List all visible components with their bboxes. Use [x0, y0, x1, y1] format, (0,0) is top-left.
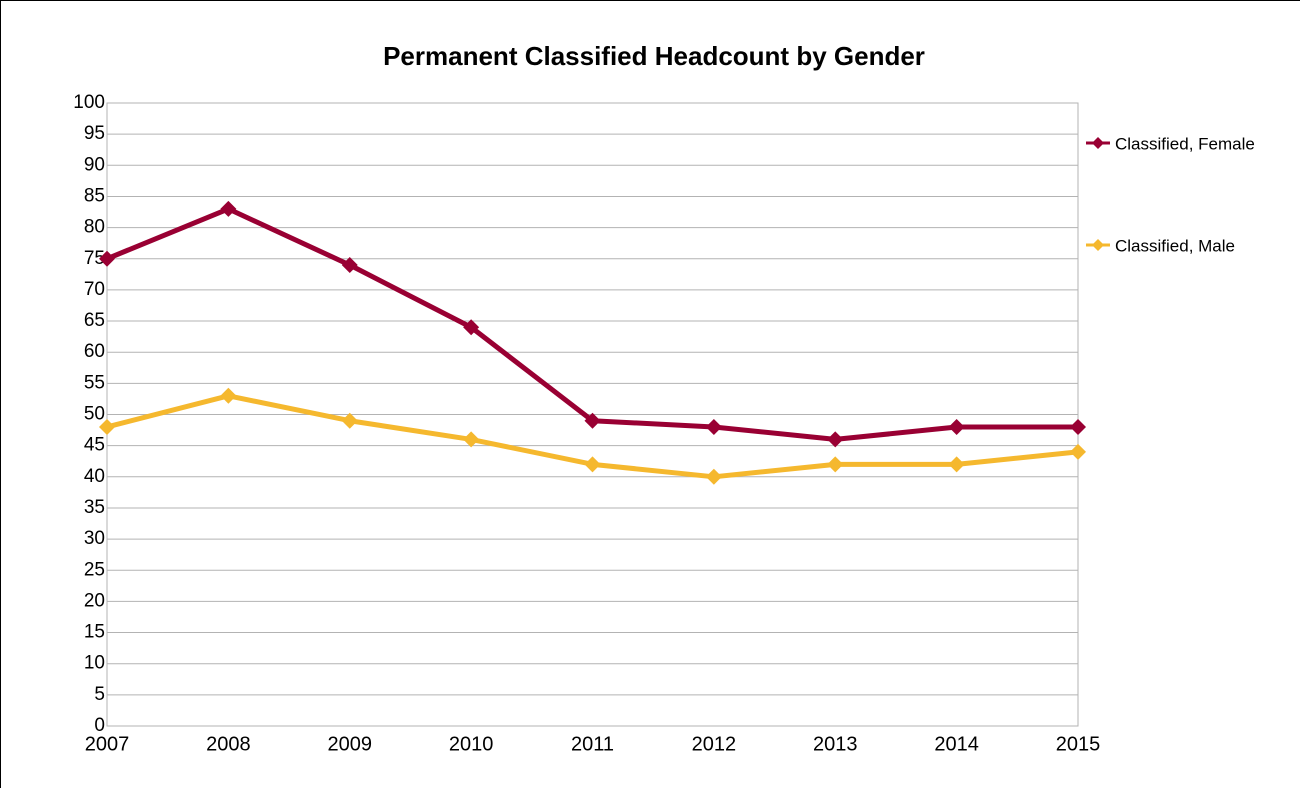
y-tick-label: 25 [84, 559, 105, 580]
y-tick-label: 40 [84, 466, 105, 487]
y-tick-label: 15 [84, 622, 105, 643]
y-tick-label: 60 [84, 341, 105, 362]
y-tick-label: 100 [73, 92, 105, 113]
y-tick-label: 55 [84, 372, 105, 393]
x-tick-label: 2007 [85, 733, 130, 755]
legend-label: Classified, Female [1115, 134, 1255, 153]
chart-title: Permanent Classified Headcount by Gender [383, 41, 925, 71]
x-tick-label: 2008 [206, 733, 251, 755]
y-tick-label: 70 [84, 279, 105, 300]
y-tick-label: 5 [94, 684, 105, 705]
legend-label: Classified, Male [1115, 236, 1235, 255]
x-tick-label: 2013 [813, 733, 858, 755]
y-tick-label: 95 [84, 123, 105, 144]
y-tick-label: 80 [84, 217, 105, 238]
y-tick-label: 10 [84, 653, 105, 674]
x-tick-label: 2014 [934, 733, 979, 755]
y-tick-label: 90 [84, 154, 105, 175]
y-tick-label: 65 [84, 310, 105, 331]
x-tick-label: 2011 [571, 733, 614, 755]
y-tick-label: 30 [84, 528, 105, 549]
y-tick-label: 20 [84, 590, 105, 611]
x-tick-label: 2012 [692, 733, 737, 755]
y-tick-label: 85 [84, 185, 105, 206]
x-tick-label: 2015 [1056, 733, 1101, 755]
y-tick-label: 45 [84, 435, 105, 456]
x-tick-label: 2009 [328, 733, 373, 755]
y-tick-label: 50 [84, 404, 105, 425]
x-tick-label: 2010 [449, 733, 494, 755]
y-tick-label: 35 [84, 497, 105, 518]
